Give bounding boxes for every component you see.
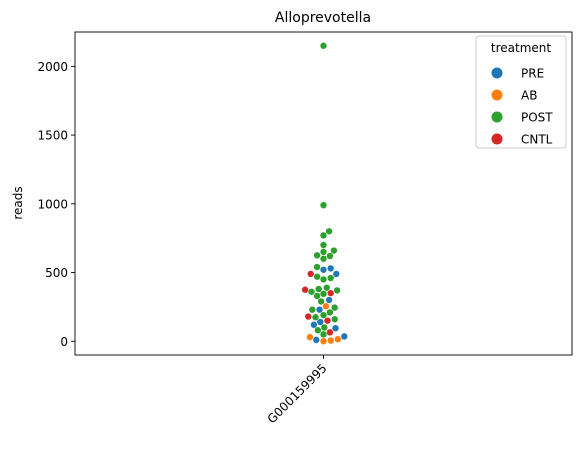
data-point-post <box>320 42 327 49</box>
y-tick-label: 1000 <box>37 197 68 211</box>
data-point-post <box>320 232 327 239</box>
legend-marker-post <box>491 111 503 123</box>
data-point-pre <box>317 318 324 326</box>
y-axis: 0 500 1000 1500 2000 <box>37 60 75 349</box>
y-tick-label: 2000 <box>37 60 68 74</box>
chart-title: Alloprevotella <box>275 10 371 26</box>
data-point-post <box>314 327 322 334</box>
data-point-cntl <box>326 329 334 336</box>
data-point-post <box>320 276 327 283</box>
legend-marker-pre <box>491 67 503 79</box>
data-point-pre <box>341 333 348 340</box>
data-point-post <box>331 304 338 311</box>
data-point-post <box>315 285 322 293</box>
legend-label-ab: AB <box>521 89 537 103</box>
data-point-post <box>320 241 327 249</box>
data-point-pre <box>327 265 334 272</box>
data-point-ab <box>327 337 334 344</box>
data-point-post <box>320 290 327 298</box>
data-point-post <box>331 316 338 323</box>
data-point-pre <box>333 270 340 278</box>
legend-label-pre: PRE <box>521 67 544 81</box>
data-point-cntl <box>327 289 334 297</box>
y-tick-label: 1500 <box>37 129 68 143</box>
data-point-post <box>309 306 316 313</box>
y-tick-label: 0 <box>60 335 68 349</box>
x-axis: G000159995 <box>265 355 330 426</box>
data-point-post <box>320 311 327 319</box>
data-point-cntl <box>307 270 314 278</box>
data-point-pre <box>313 336 320 344</box>
data-point-pre <box>310 321 318 328</box>
data-point-post <box>326 252 334 260</box>
data-point-cntl <box>305 313 312 320</box>
data-point-cntl <box>324 317 331 324</box>
data-point-post <box>320 201 327 209</box>
data-point-pre <box>316 306 323 313</box>
data-point-post <box>333 287 341 294</box>
data-point-post <box>326 309 334 316</box>
legend-title: treatment <box>491 41 551 55</box>
data-point-pre <box>332 324 339 332</box>
data-point-ab <box>320 338 327 345</box>
data-point-pre <box>320 266 327 273</box>
legend-marker-ab <box>491 89 503 101</box>
data-point-post <box>317 298 325 305</box>
data-point-ab <box>306 333 314 341</box>
data-point-pre <box>325 296 333 304</box>
data-point-cntl <box>301 286 309 293</box>
data-point-post <box>313 292 321 300</box>
plot-area <box>301 42 348 345</box>
data-point-post <box>323 284 330 291</box>
legend-label-cntl: CNTL <box>521 133 553 147</box>
data-point-post <box>313 273 321 280</box>
data-point-ab <box>322 303 330 310</box>
data-point-post <box>313 263 321 271</box>
data-point-post <box>320 331 327 338</box>
legend: treatment PRE AB POST CNTL <box>475 35 567 149</box>
x-tick-label: G000159995 <box>265 361 330 426</box>
data-point-post <box>312 314 319 321</box>
data-point-post <box>320 248 327 256</box>
data-point-post <box>327 274 334 282</box>
data-point-post <box>325 228 333 235</box>
y-tick-label: 500 <box>45 266 68 280</box>
legend-label-post: POST <box>521 111 553 125</box>
data-point-post <box>308 288 315 295</box>
data-point-post <box>330 247 338 254</box>
data-point-post <box>320 255 327 262</box>
data-point-post <box>313 252 321 259</box>
legend-marker-cntl <box>491 133 503 145</box>
data-point-post <box>321 324 328 331</box>
y-axis-label: reads <box>11 186 25 219</box>
data-point-ab <box>334 335 342 343</box>
